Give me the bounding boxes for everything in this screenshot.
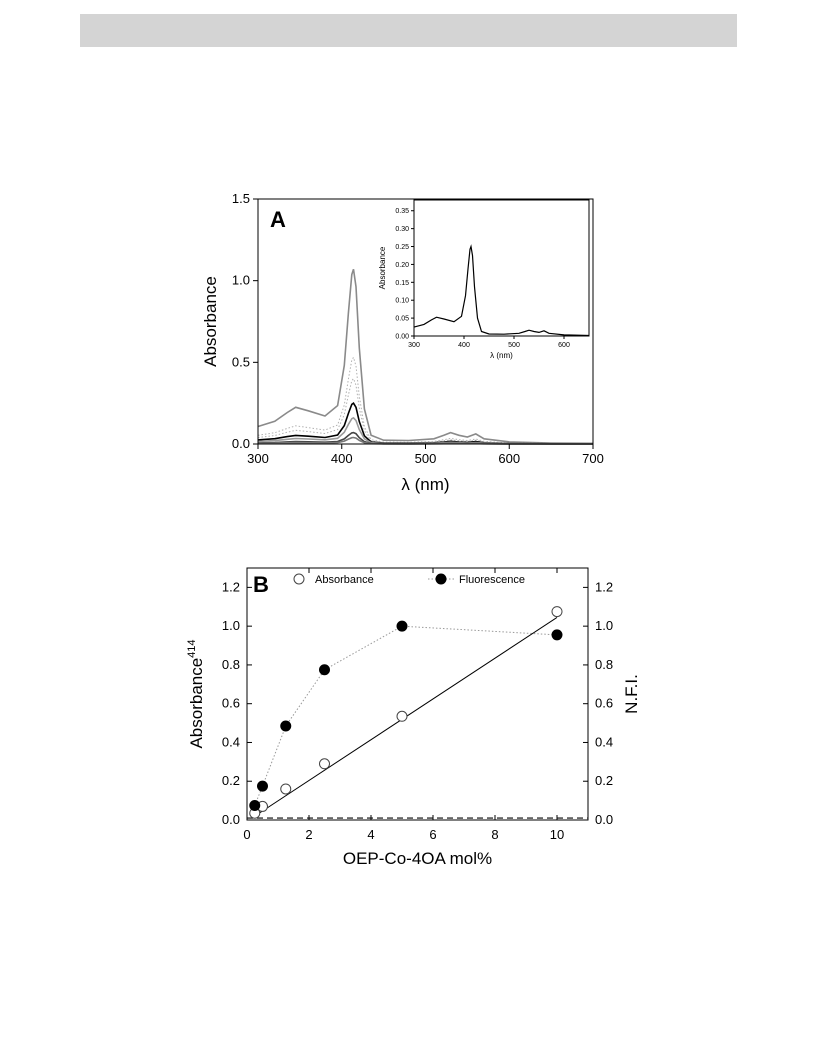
spectrum-series-line <box>257 402 593 445</box>
inset-y-tick-label: 0.05 <box>395 316 409 323</box>
fluorescence-point <box>249 799 261 811</box>
inset-series-line <box>413 244 590 337</box>
absorbance-point <box>319 758 330 770</box>
inset-y-tick-label: 0.25 <box>395 244 409 251</box>
fluorescence-point <box>396 620 408 632</box>
y-tick-label: 1.0 <box>232 273 250 288</box>
inset-y-tick-label: 0.00 <box>395 334 409 341</box>
legend-marker-absorbance <box>293 573 305 585</box>
y2-tick-label: 1.0 <box>595 618 613 633</box>
spectrum-chart: 300 400 500 600 700 0.0 0.5 1.0 1.5 λ (nm) Absorba… <box>201 191 604 494</box>
y-tick-label: 1.0 <box>222 618 240 633</box>
inset-x-tick-label: 300 <box>408 342 420 349</box>
x-tick-label: 500 <box>415 451 437 466</box>
fluorescence-point <box>257 780 268 792</box>
y-axis-label: Absorbance <box>201 276 220 367</box>
plot-frame <box>246 567 589 821</box>
spectrum-series-line <box>257 268 594 445</box>
y2-axis-label: N.F.I. <box>622 674 641 714</box>
x-tick-label: 8 <box>491 827 498 842</box>
x-tick-label: 6 <box>429 827 436 842</box>
x-tick-label: 300 <box>247 451 269 466</box>
y2-tick-label: 0.4 <box>595 734 613 749</box>
x-tick-label: 0 <box>243 827 250 842</box>
y2-tick-label: 0.6 <box>595 696 613 711</box>
y-tick-label: 0.6 <box>222 696 240 711</box>
y-tick-label: 0.2 <box>222 773 240 788</box>
x-tick-label: 4 <box>367 827 374 842</box>
inset-y-tick-label: 0.15 <box>395 280 409 287</box>
y2-tick-label: 0.0 <box>595 812 613 827</box>
y-tick-label: 1.5 <box>232 191 250 206</box>
x-tick-label: 10 <box>550 827 564 842</box>
spectrum-series-line <box>257 356 594 445</box>
absorbance-point <box>551 606 563 618</box>
y-tick-label: 0.0 <box>222 812 240 827</box>
inset-x-tick-label: 500 <box>508 342 520 349</box>
y-tick-label: 1.2 <box>222 579 240 594</box>
legend-label-absorbance: Absorbance <box>315 574 374 586</box>
y2-tick-label: 0.2 <box>595 773 613 788</box>
legend-label-fluorescence: Fluorescence <box>459 574 525 586</box>
fluorescence-line <box>254 625 558 806</box>
absorbance-point <box>396 710 408 722</box>
legend-marker-fluorescence <box>435 573 447 585</box>
chart-panel-a: 300 400 500 600 700 0.0 0.5 1.0 1.5 λ (nm) Absorba… <box>165 172 655 514</box>
y-tick-label: 0.8 <box>222 657 240 672</box>
inset-frame <box>413 199 590 337</box>
fluorescence-point <box>280 720 292 732</box>
fluorescence-point <box>551 629 563 641</box>
x-axis-label: OEP-Co-4OA mol% <box>343 849 492 868</box>
inset-x-tick-label: 600 <box>558 342 570 349</box>
inset-y-tick-label: 0.35 <box>395 208 409 215</box>
x-axis-label: λ (nm) <box>401 475 449 494</box>
y-axis-label: Absorbance414 <box>186 639 206 748</box>
y2-tick-label: 0.8 <box>595 657 613 672</box>
titration-chart: 0 2 4 6 8 10 0.0 0.0 0.2 0.2 0.4 0.4 0.6 0.6 0.8 0.8 1.0… <box>186 567 641 868</box>
inset-y-tick-label: 0.20 <box>395 262 409 269</box>
x-tick-label: 2 <box>305 827 312 842</box>
panel-label: A <box>270 207 286 232</box>
x-tick-label: 600 <box>498 451 520 466</box>
inset-y-axis-label: Absorbance <box>378 246 387 289</box>
inset-y-tick-label: 0.10 <box>395 298 409 305</box>
spectrum-series-line <box>257 377 594 445</box>
inset-x-tick-label: 400 <box>458 342 470 349</box>
chart-panel-b: 0 2 4 6 8 10 0.0 0.0 0.2 0.2 0.4 0.4 0.6 0.6 0.8 0.8 1.0… <box>158 530 660 882</box>
fluorescence-point <box>319 664 330 676</box>
x-tick-label: 400 <box>331 451 353 466</box>
inset-x-axis-label: λ (nm) <box>490 351 513 360</box>
inset-y-tick-label: 0.30 <box>395 226 409 233</box>
x-tick-label: 700 <box>582 451 604 466</box>
y-tick-label: 0.0 <box>232 436 250 451</box>
inset-background <box>414 200 589 336</box>
y-tick-label: 0.5 <box>232 354 250 369</box>
y-tick-label: 0.4 <box>222 734 240 749</box>
y2-tick-label: 1.2 <box>595 579 613 594</box>
panel-label: B <box>253 572 269 597</box>
header-bar <box>80 14 737 47</box>
absorbance-point <box>280 783 292 795</box>
